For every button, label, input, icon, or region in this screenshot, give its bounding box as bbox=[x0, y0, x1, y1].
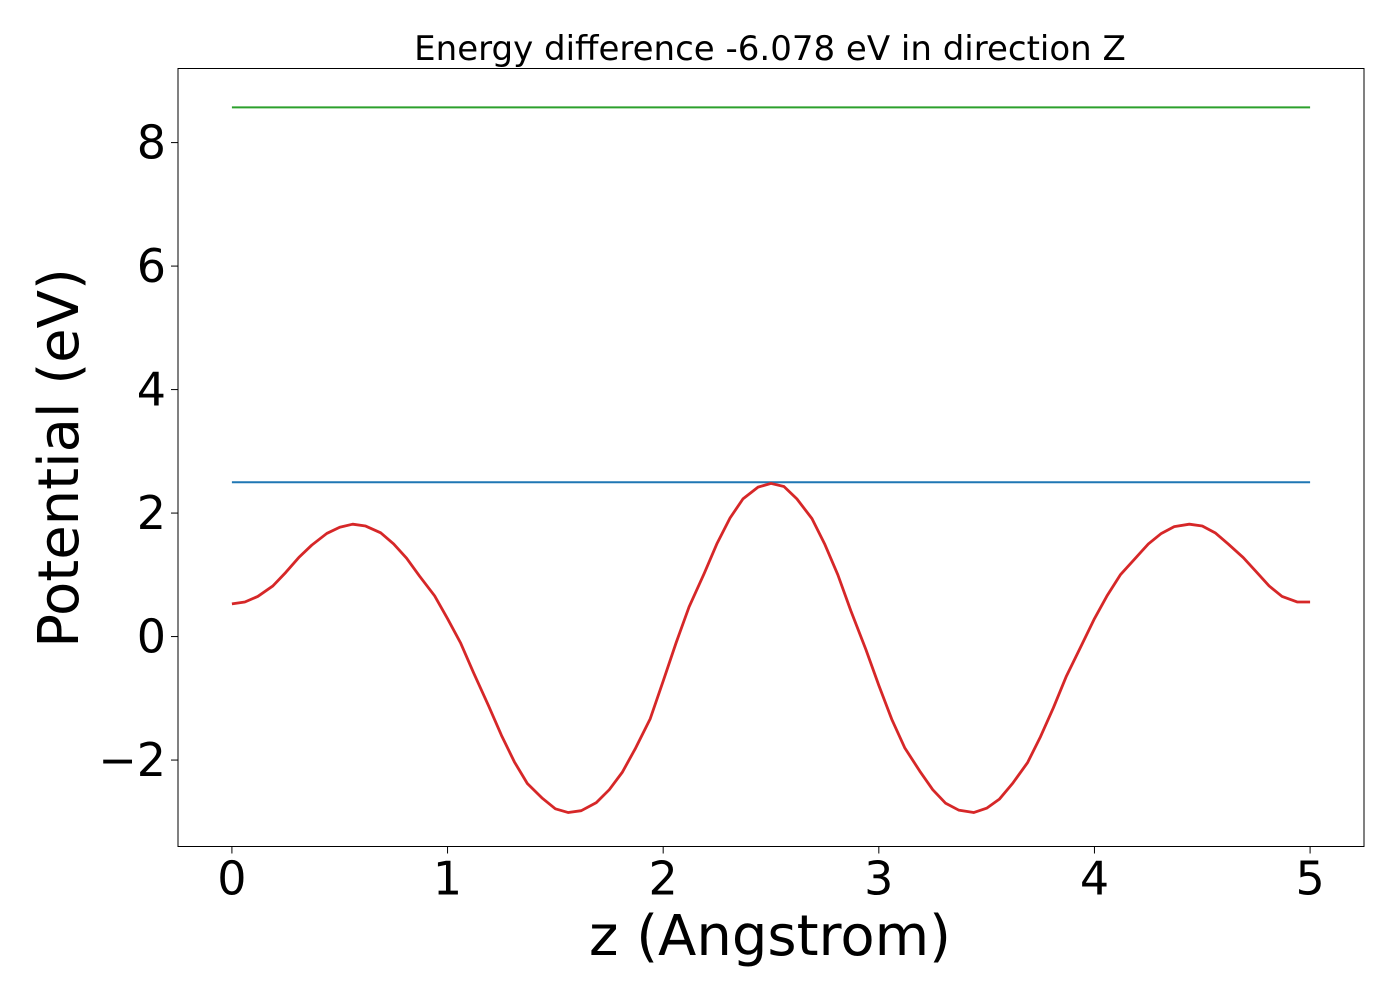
x-tick-label: 3 bbox=[864, 852, 893, 906]
x-tick-label: 4 bbox=[1080, 852, 1109, 906]
x-tick-label: 0 bbox=[217, 852, 246, 906]
chart-title: Energy difference -6.078 eV in direction… bbox=[414, 29, 1126, 69]
x-tick-label: 5 bbox=[1295, 852, 1324, 906]
y-tick-label: 8 bbox=[137, 116, 166, 170]
y-tick-label: −2 bbox=[98, 733, 166, 787]
series-line-3 bbox=[231, 482, 1311, 814]
x-axis-label: z (Angstrom) bbox=[589, 904, 951, 969]
x-tick-label: 2 bbox=[649, 852, 678, 906]
series-layer bbox=[231, 106, 1311, 814]
y-axis-label: Potential (eV) bbox=[27, 268, 92, 648]
y-axis: −2 0 2 4 6 8 bbox=[98, 116, 178, 787]
y-tick-label: 0 bbox=[137, 610, 166, 664]
y-tick-label: 4 bbox=[137, 363, 166, 417]
x-tick-label: 1 bbox=[433, 852, 462, 906]
y-tick-label: 2 bbox=[137, 486, 166, 540]
x-axis: 0 1 2 3 4 5 bbox=[217, 846, 1325, 906]
y-tick-label: 6 bbox=[137, 239, 166, 293]
plot-frame bbox=[177, 68, 1365, 847]
